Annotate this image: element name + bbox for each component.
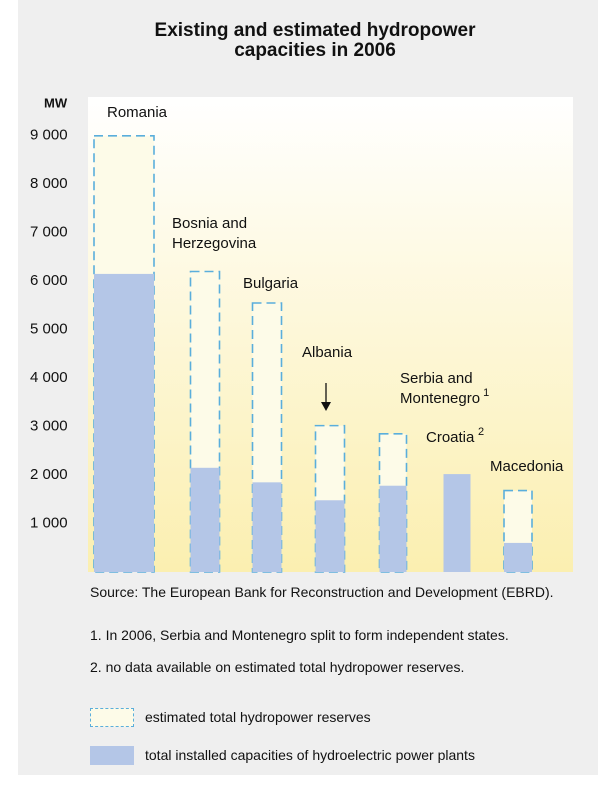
y-tick-label: 4 000 — [30, 369, 68, 386]
bar — [315, 500, 345, 572]
bar — [504, 542, 532, 572]
legend-label: total installed capacities of hydroelect… — [145, 747, 475, 763]
footnote: 1. In 2006, Serbia and Montenegro split … — [90, 627, 509, 643]
legend-swatch — [90, 746, 134, 765]
bar — [190, 467, 220, 572]
y-axis-label: MW — [44, 95, 68, 110]
y-tick-label: 2 000 — [30, 466, 68, 483]
y-tick-label: 7 000 — [30, 224, 68, 241]
category-label: Serbia and Montenegro — [400, 370, 480, 407]
category-label: Macedonia — [490, 458, 564, 475]
y-tick-label: 1 000 — [30, 514, 68, 531]
chart-title: capacities in 2006 — [234, 40, 396, 61]
bar — [379, 485, 407, 572]
category-label: Romania — [107, 104, 168, 121]
category-label: Albania — [302, 344, 353, 361]
footnote-ref: 1 — [483, 387, 489, 399]
y-tick-label: 3 000 — [30, 418, 68, 435]
category-label: Bosnia and Herzegovina — [172, 215, 257, 252]
category-label: Bulgaria — [243, 275, 299, 292]
bar — [94, 273, 154, 572]
footnote-ref: 2 — [478, 426, 484, 438]
footnote: 2. no data available on estimated total … — [90, 659, 465, 675]
annotation-arrow-head — [321, 402, 331, 411]
chart-title: Existing and estimated hydropower — [155, 20, 477, 41]
category-label: Croatia — [426, 429, 475, 446]
bar — [252, 482, 282, 572]
chart: Existing and estimated hydropower capaci… — [30, 20, 573, 573]
source: Source: The European Bank for Reconstruc… — [90, 584, 554, 600]
y-tick-label: 5 000 — [30, 321, 68, 338]
legend-label: estimated total hydropower reserves — [145, 709, 371, 725]
y-tick-label: 9 000 — [30, 127, 68, 144]
legend-swatch — [90, 708, 134, 727]
y-tick-label: 8 000 — [30, 175, 68, 192]
bar — [443, 474, 471, 572]
y-tick-label: 6 000 — [30, 272, 68, 289]
